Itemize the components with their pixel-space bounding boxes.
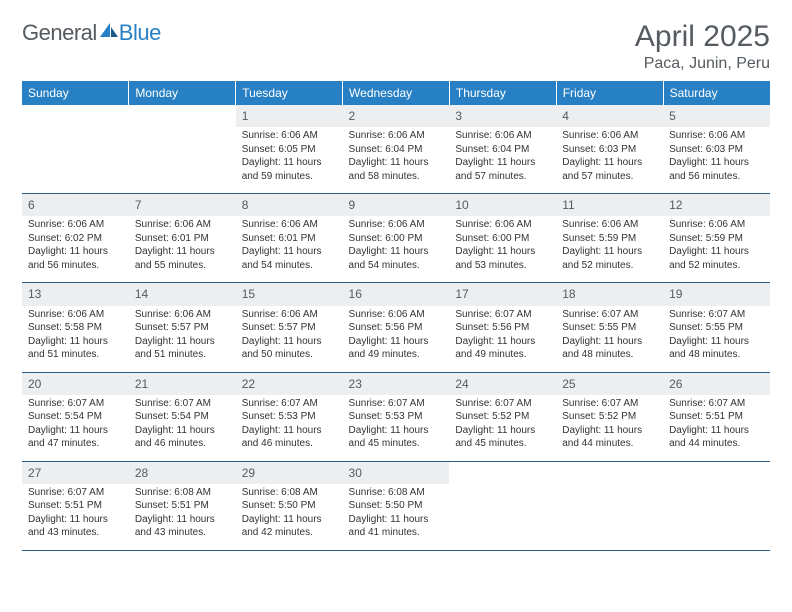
info-row: Sunrise: 6:06 AMSunset: 6:02 PMDaylight:… — [22, 216, 770, 283]
logo-sail-icon — [99, 22, 119, 40]
daynum-row: 20212223242526 — [22, 372, 770, 395]
day-cell: Sunrise: 6:08 AMSunset: 5:50 PMDaylight:… — [343, 484, 450, 551]
day-number: 13 — [22, 283, 129, 306]
day-number: 5 — [663, 105, 770, 127]
day-cell: Sunrise: 6:06 AMSunset: 5:56 PMDaylight:… — [343, 306, 450, 373]
day-cell: Sunrise: 6:06 AMSunset: 5:58 PMDaylight:… — [22, 306, 129, 373]
day-number: 15 — [236, 283, 343, 306]
daynum-row: 27282930 — [22, 461, 770, 484]
day-number: 9 — [343, 194, 450, 217]
day-number: 18 — [556, 283, 663, 306]
day-cell: Sunrise: 6:06 AMSunset: 5:57 PMDaylight:… — [129, 306, 236, 373]
day-cell: Sunrise: 6:07 AMSunset: 5:52 PMDaylight:… — [449, 395, 556, 462]
day-number: 19 — [663, 283, 770, 306]
day-cell: Sunrise: 6:07 AMSunset: 5:54 PMDaylight:… — [22, 395, 129, 462]
day-cell: Sunrise: 6:07 AMSunset: 5:55 PMDaylight:… — [556, 306, 663, 373]
day-cell: Sunrise: 6:06 AMSunset: 6:01 PMDaylight:… — [129, 216, 236, 283]
day-cell: Sunrise: 6:07 AMSunset: 5:56 PMDaylight:… — [449, 306, 556, 373]
page-title: April 2025 — [635, 20, 770, 53]
day-cell: Sunrise: 6:08 AMSunset: 5:50 PMDaylight:… — [236, 484, 343, 551]
day-number: 17 — [449, 283, 556, 306]
day-number: 22 — [236, 372, 343, 395]
daynum-row: 6789101112 — [22, 194, 770, 217]
day-number: 24 — [449, 372, 556, 395]
day-number: 4 — [556, 105, 663, 127]
day-cell: Sunrise: 6:06 AMSunset: 5:59 PMDaylight:… — [663, 216, 770, 283]
day-cell — [129, 127, 236, 194]
day-header-row: Sunday Monday Tuesday Wednesday Thursday… — [22, 81, 770, 105]
day-cell: Sunrise: 6:07 AMSunset: 5:51 PMDaylight:… — [663, 395, 770, 462]
header-row: General Blue April 2025 Paca, Junin, Per… — [22, 20, 770, 73]
day-header: Friday — [556, 81, 663, 105]
daynum-row: 13141516171819 — [22, 283, 770, 306]
day-number — [663, 461, 770, 484]
day-cell: Sunrise: 6:06 AMSunset: 6:02 PMDaylight:… — [22, 216, 129, 283]
day-cell: Sunrise: 6:06 AMSunset: 6:04 PMDaylight:… — [343, 127, 450, 194]
day-cell: Sunrise: 6:07 AMSunset: 5:55 PMDaylight:… — [663, 306, 770, 373]
day-number: 20 — [22, 372, 129, 395]
day-number: 26 — [663, 372, 770, 395]
day-number: 14 — [129, 283, 236, 306]
day-cell: Sunrise: 6:06 AMSunset: 6:01 PMDaylight:… — [236, 216, 343, 283]
day-cell: Sunrise: 6:06 AMSunset: 6:00 PMDaylight:… — [343, 216, 450, 283]
day-number — [449, 461, 556, 484]
day-number — [22, 105, 129, 127]
info-row: Sunrise: 6:07 AMSunset: 5:51 PMDaylight:… — [22, 484, 770, 551]
logo-text-1: General — [22, 20, 97, 46]
day-cell — [556, 484, 663, 551]
day-header: Thursday — [449, 81, 556, 105]
day-header: Saturday — [663, 81, 770, 105]
day-number: 7 — [129, 194, 236, 217]
day-cell: Sunrise: 6:07 AMSunset: 5:53 PMDaylight:… — [236, 395, 343, 462]
day-number: 29 — [236, 461, 343, 484]
day-number: 27 — [22, 461, 129, 484]
day-cell: Sunrise: 6:07 AMSunset: 5:52 PMDaylight:… — [556, 395, 663, 462]
day-number: 25 — [556, 372, 663, 395]
day-header: Wednesday — [343, 81, 450, 105]
day-cell: Sunrise: 6:06 AMSunset: 6:05 PMDaylight:… — [236, 127, 343, 194]
day-number: 16 — [343, 283, 450, 306]
calendar-table: Sunday Monday Tuesday Wednesday Thursday… — [22, 81, 770, 551]
day-header: Sunday — [22, 81, 129, 105]
day-number: 12 — [663, 194, 770, 217]
day-cell — [22, 127, 129, 194]
day-number: 28 — [129, 461, 236, 484]
day-cell: Sunrise: 6:07 AMSunset: 5:51 PMDaylight:… — [22, 484, 129, 551]
day-number — [129, 105, 236, 127]
day-header: Monday — [129, 81, 236, 105]
location-text: Paca, Junin, Peru — [635, 55, 770, 73]
day-cell: Sunrise: 6:07 AMSunset: 5:54 PMDaylight:… — [129, 395, 236, 462]
day-cell: Sunrise: 6:06 AMSunset: 6:00 PMDaylight:… — [449, 216, 556, 283]
day-number: 1 — [236, 105, 343, 127]
day-number: 30 — [343, 461, 450, 484]
info-row: Sunrise: 6:06 AMSunset: 5:58 PMDaylight:… — [22, 306, 770, 373]
day-number: 6 — [22, 194, 129, 217]
title-block: April 2025 Paca, Junin, Peru — [635, 20, 770, 73]
day-number: 21 — [129, 372, 236, 395]
day-cell: Sunrise: 6:06 AMSunset: 5:57 PMDaylight:… — [236, 306, 343, 373]
day-cell — [449, 484, 556, 551]
logo: General Blue — [22, 20, 161, 46]
day-cell: Sunrise: 6:07 AMSunset: 5:53 PMDaylight:… — [343, 395, 450, 462]
day-cell — [663, 484, 770, 551]
day-number: 2 — [343, 105, 450, 127]
daynum-row: 12345 — [22, 105, 770, 127]
day-cell: Sunrise: 6:06 AMSunset: 6:04 PMDaylight:… — [449, 127, 556, 194]
day-number: 23 — [343, 372, 450, 395]
day-number — [556, 461, 663, 484]
day-number: 11 — [556, 194, 663, 217]
day-number: 8 — [236, 194, 343, 217]
day-cell: Sunrise: 6:08 AMSunset: 5:51 PMDaylight:… — [129, 484, 236, 551]
day-number: 10 — [449, 194, 556, 217]
logo-text-2: Blue — [119, 20, 161, 46]
day-number: 3 — [449, 105, 556, 127]
day-cell: Sunrise: 6:06 AMSunset: 5:59 PMDaylight:… — [556, 216, 663, 283]
info-row: Sunrise: 6:06 AMSunset: 6:05 PMDaylight:… — [22, 127, 770, 194]
info-row: Sunrise: 6:07 AMSunset: 5:54 PMDaylight:… — [22, 395, 770, 462]
day-cell: Sunrise: 6:06 AMSunset: 6:03 PMDaylight:… — [663, 127, 770, 194]
day-header: Tuesday — [236, 81, 343, 105]
day-cell: Sunrise: 6:06 AMSunset: 6:03 PMDaylight:… — [556, 127, 663, 194]
